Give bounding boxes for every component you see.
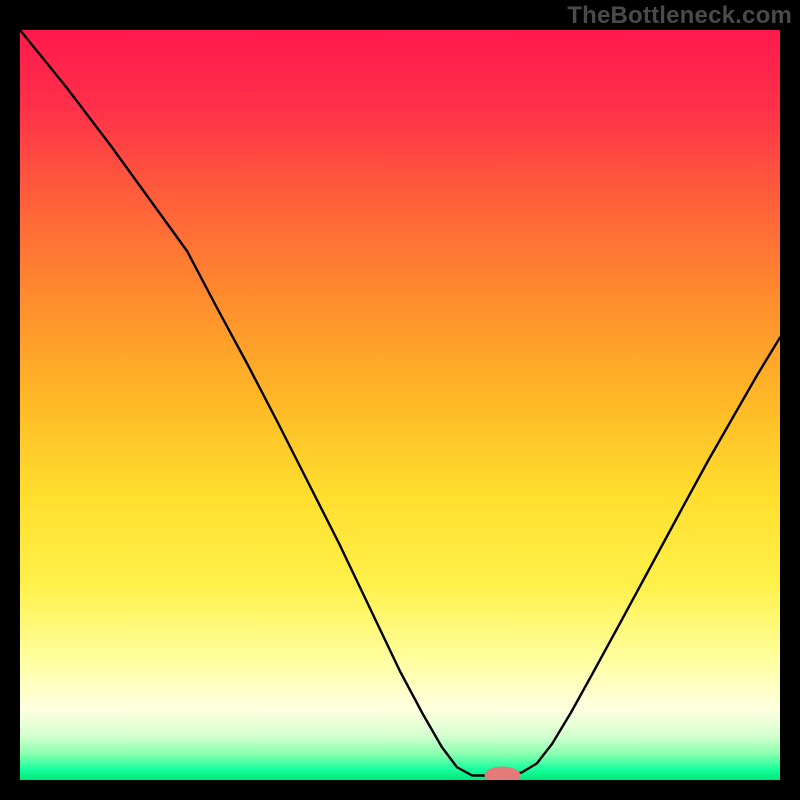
gradient-background [20,30,780,780]
plot-svg [20,30,780,780]
watermark-label: TheBottleneck.com [567,2,792,30]
plot-area [20,30,780,780]
chart-frame: TheBottleneck.com [0,0,800,800]
